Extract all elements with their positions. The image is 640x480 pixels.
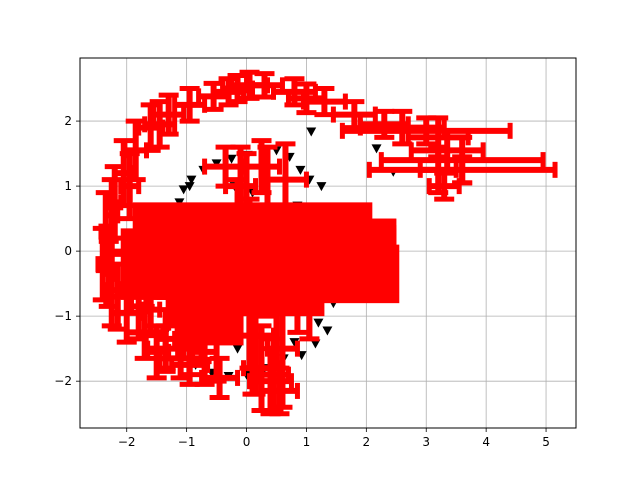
errorbar bbox=[202, 144, 250, 189]
x-tick-label: −2 bbox=[118, 435, 136, 449]
data-point-triangle bbox=[232, 344, 243, 354]
errorbar bbox=[339, 115, 513, 147]
data-point-triangle bbox=[178, 185, 189, 195]
data-point-triangle bbox=[310, 339, 321, 349]
errorbar-series bbox=[92, 69, 558, 417]
data-point-triangle bbox=[322, 326, 333, 336]
data-point-triangle bbox=[289, 338, 300, 348]
y-axis: −2 −1 0 1 2 bbox=[54, 114, 80, 388]
errorbar bbox=[142, 323, 172, 381]
errorbar bbox=[142, 99, 178, 150]
errorbar bbox=[211, 76, 247, 108]
y-tick-label: 1 bbox=[64, 179, 72, 193]
y-tick-label: 2 bbox=[64, 114, 72, 128]
x-tick-label: 4 bbox=[482, 435, 490, 449]
data-point-triangle bbox=[295, 165, 306, 175]
errorbar-dense-region bbox=[264, 225, 397, 291]
x-axis: −2 −1 0 1 2 3 4 5 bbox=[118, 428, 550, 449]
data-point-triangle bbox=[226, 154, 237, 164]
y-tick-label: −1 bbox=[54, 309, 72, 323]
errorbar bbox=[229, 69, 270, 101]
plot-frame bbox=[79, 57, 577, 429]
data-point-triangle bbox=[186, 175, 197, 185]
data-point-triangle bbox=[313, 318, 324, 328]
x-tick-label: 3 bbox=[422, 435, 430, 449]
y-tick-label: 0 bbox=[64, 244, 72, 258]
data-point-triangle bbox=[184, 182, 195, 192]
x-tick-label: 0 bbox=[243, 435, 251, 449]
errorbar bbox=[241, 138, 282, 196]
x-tick-label: 2 bbox=[363, 435, 371, 449]
errorbar bbox=[101, 177, 122, 254]
x-tick-label: 5 bbox=[542, 435, 550, 449]
data-point-triangle bbox=[316, 182, 327, 192]
y-tick-label: −2 bbox=[54, 374, 72, 388]
errorbar bbox=[285, 81, 327, 116]
data-point-triangle bbox=[371, 144, 382, 154]
errorbar bbox=[366, 154, 558, 186]
x-tick-label: −1 bbox=[178, 435, 196, 449]
data-point-triangle bbox=[306, 127, 317, 137]
errorbar bbox=[118, 151, 142, 222]
x-tick-label: 1 bbox=[303, 435, 311, 449]
errorbar bbox=[256, 336, 291, 413]
errorbar bbox=[417, 144, 459, 196]
